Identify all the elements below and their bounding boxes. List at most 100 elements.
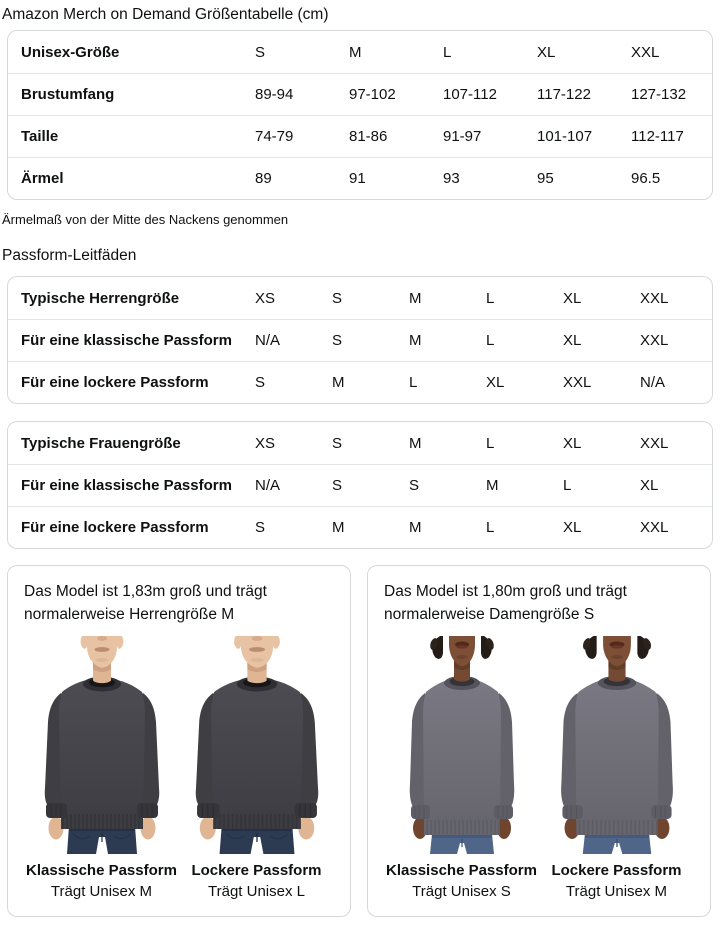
table-row: Brustumfang 89-94 97-102 107-112 117-122…: [8, 73, 712, 115]
loose-fit-figure: Lockere Passform Trägt Unisex L: [179, 636, 334, 900]
row-label: Für eine klassische Passform: [21, 477, 232, 494]
size-value: M: [409, 519, 422, 536]
table-header-row: Unisex-Größe S M L XL XXL: [8, 31, 712, 73]
page-title: Amazon Merch on Demand Größentabelle (cm…: [2, 6, 329, 23]
row-label: Brustumfang: [21, 86, 115, 103]
fit-size: Trägt Unisex M: [565, 883, 668, 900]
size-value: S: [255, 519, 266, 536]
size-value: 93: [443, 170, 460, 187]
size-value: XL: [563, 519, 582, 536]
size-value: XL: [563, 434, 582, 452]
fit-name: Klassische Passform: [26, 862, 177, 879]
size-value: XL: [563, 289, 582, 307]
table-row: Für eine lockere Passform S M M L XL XXL: [8, 506, 712, 548]
classic-fit-figure: Klassische Passform Trägt Unisex M: [24, 636, 179, 900]
size-value: XS: [255, 289, 276, 307]
model-description: Das Model ist 1,80m groß und trägt norma…: [384, 583, 627, 623]
size-value: XXL: [640, 519, 669, 536]
row-label: Für eine lockere Passform: [21, 374, 209, 391]
model-photo-loose-fit: [195, 636, 319, 854]
row-label: Ärmel: [21, 170, 64, 187]
size-value: 81-86: [349, 128, 388, 145]
size-value: L: [486, 519, 495, 536]
fit-size: Trägt Unisex L: [208, 883, 305, 900]
size-value: 95: [537, 170, 554, 187]
sleeve-measure-note: Ärmelmaß von der Mitte des Nackens genom…: [2, 212, 289, 227]
men-model-card: Das Model ist 1,83m groß und trägt norma…: [7, 565, 351, 917]
size-value: M: [332, 519, 345, 536]
size-value: S: [409, 477, 420, 494]
size-value: 117-122: [537, 86, 591, 103]
fit-size: Trägt Unisex M: [50, 883, 153, 900]
table-row: Typische Frauengröße XS S M L XL XXL: [8, 422, 712, 464]
size-value: 96.5: [631, 170, 661, 187]
size-value: N/A: [255, 332, 281, 349]
model-description: Das Model ist 1,83m groß und trägt norma…: [24, 583, 267, 623]
header-label: Unisex-Größe: [21, 43, 120, 61]
women-model-card: Das Model ist 1,80m groß und trägt norma…: [367, 565, 711, 917]
size-value: L: [409, 374, 418, 391]
row-label: Typische Frauengröße: [21, 434, 181, 452]
fit-size: Trägt Unisex S: [412, 883, 511, 900]
size-value: 107-112: [443, 86, 497, 103]
table-row: Typische Herrengröße XS S M L XL XXL: [8, 277, 712, 319]
table-row: Taille 74-79 81-86 91-97 101-107 112-117: [8, 115, 712, 157]
size-value: L: [486, 289, 495, 307]
women-fit-table: Typische Frauengröße XS S M L XL XXL Für…: [7, 421, 713, 549]
size-value: XXL: [563, 374, 592, 391]
size-value: S: [332, 332, 343, 349]
size-value: 89: [255, 170, 272, 187]
table-row: Für eine klassische Passform N/A S S M L…: [8, 464, 712, 506]
size-value: N/A: [640, 374, 666, 391]
size-value: XL: [640, 477, 659, 494]
size-value: L: [486, 434, 495, 452]
size-value: 74-79: [255, 128, 294, 145]
size-value: N/A: [255, 477, 281, 494]
model-photo-loose-fit: [560, 636, 674, 854]
size-value: S: [332, 289, 343, 307]
size-value: S: [255, 374, 266, 391]
size-value: XXL: [640, 289, 669, 307]
size-value: S: [332, 434, 343, 452]
size-header: L: [443, 43, 452, 61]
size-value: XXL: [640, 434, 669, 452]
model-photo-classic-fit: [44, 636, 160, 854]
model-photo-classic-fit: [409, 636, 515, 854]
fit-name: Lockere Passform: [551, 862, 682, 879]
fit-name: Klassische Passform: [386, 862, 537, 879]
size-value: M: [409, 289, 422, 307]
size-value: 127-132: [631, 86, 687, 103]
size-value: L: [486, 332, 495, 349]
size-header: XL: [537, 43, 556, 61]
size-value: S: [332, 477, 343, 494]
size-value: 112-117: [631, 128, 684, 145]
classic-fit-figure: Klassische Passform Trägt Unisex S: [384, 636, 539, 900]
table-row: Ärmel 89 91 93 95 96.5: [8, 157, 712, 199]
row-label: Für eine lockere Passform: [21, 519, 209, 536]
fit-name: Lockere Passform: [191, 862, 322, 879]
model-cards-row: Das Model ist 1,83m groß und trägt norma…: [7, 565, 713, 917]
size-header: S: [255, 43, 266, 61]
size-value: L: [563, 477, 572, 494]
loose-fit-figure: Lockere Passform Trägt Unisex M: [539, 636, 694, 900]
size-value: 101-107: [537, 128, 593, 145]
figures-row: Klassische Passform Trägt Unisex S Locke…: [384, 636, 694, 900]
unisex-size-table: Unisex-Größe S M L XL XXL Brustumfang 89…: [7, 30, 713, 200]
table-row: Für eine klassische Passform N/A S M L X…: [8, 319, 712, 361]
size-value: 97-102: [349, 86, 396, 103]
size-header: XXL: [631, 43, 660, 61]
size-value: XXL: [640, 332, 669, 349]
size-value: M: [409, 434, 422, 452]
size-value: 89-94: [255, 86, 294, 103]
size-value: 91: [349, 170, 366, 187]
row-label: Typische Herrengröße: [21, 289, 180, 307]
figures-row: Klassische Passform Trägt Unisex M Locke…: [24, 636, 334, 900]
size-value: M: [409, 332, 422, 349]
size-value: M: [486, 477, 499, 494]
size-value: XS: [255, 434, 276, 452]
size-value: M: [332, 374, 345, 391]
size-value: XL: [563, 332, 582, 349]
row-label: Für eine klassische Passform: [21, 332, 232, 349]
size-header: M: [349, 43, 362, 61]
